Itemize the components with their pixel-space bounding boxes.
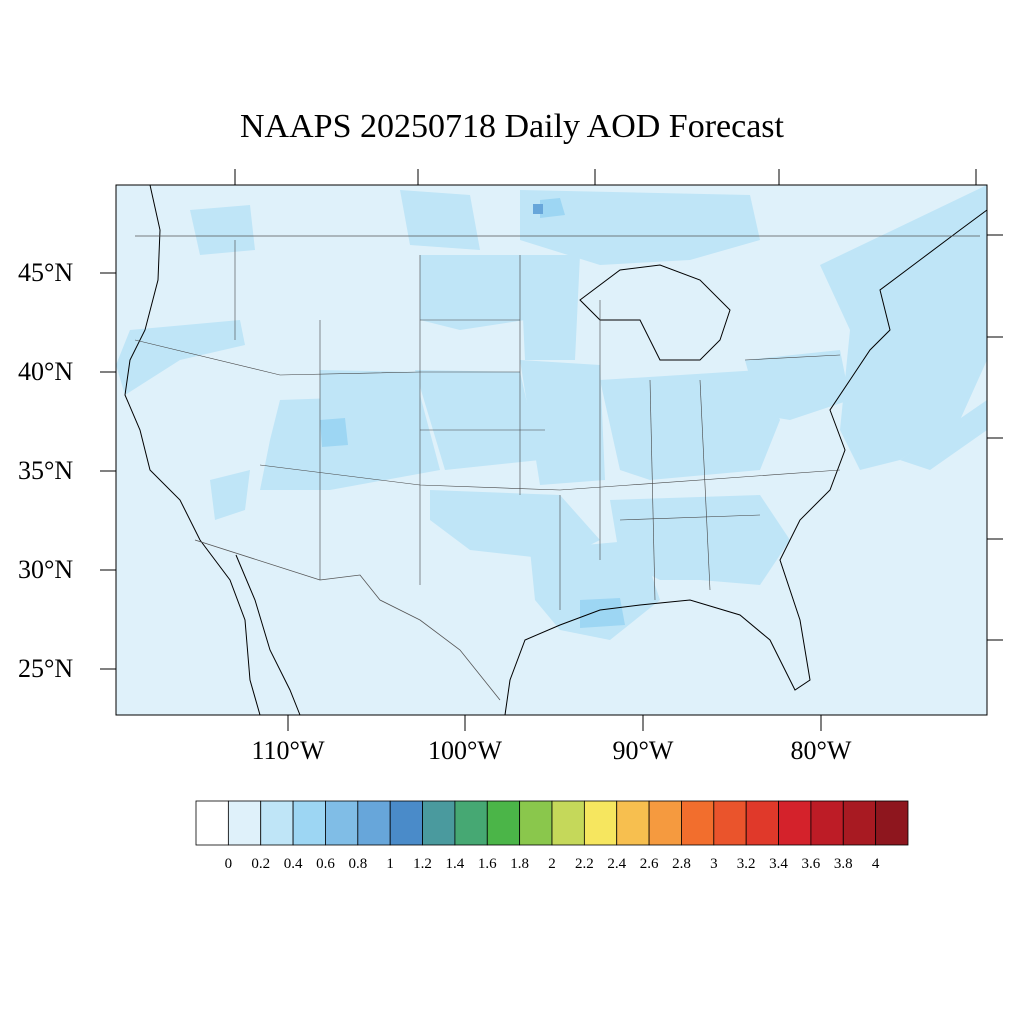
aod-patch-gulf — [530, 540, 660, 640]
lon-label-100: 100°W — [428, 736, 502, 765]
lon-label-90: 90°W — [612, 736, 674, 765]
colorbar-tick-label: 3.4 — [769, 856, 788, 872]
aod-colorbar — [195, 800, 909, 846]
colorbar-swatch-3 — [292, 800, 326, 846]
colorbar-swatch-14 — [648, 800, 682, 846]
lat-label-35: 35°N — [18, 456, 74, 485]
baja-coastline — [235, 554, 301, 716]
lon-label-80: 80°W — [790, 736, 852, 765]
aod-patch-southwest — [210, 470, 250, 520]
aod-patch-superior — [540, 198, 565, 218]
aod-patch-rockies — [260, 395, 440, 490]
aod-patch-northeast — [820, 185, 987, 470]
colorbar-swatch-20 — [842, 800, 877, 846]
colorbar-tick-label: 2.4 — [607, 856, 627, 872]
colorbar-swatch-8 — [454, 800, 488, 846]
colorbar-swatch-21 — [875, 800, 909, 846]
colorbar-swatch-18 — [778, 800, 812, 846]
colorbar-swatch-17 — [745, 800, 779, 846]
colorbar-tick-label: 1.6 — [477, 856, 497, 872]
colorbar-tick-label: 0 — [224, 856, 233, 872]
aod-patch-minnesota — [520, 255, 580, 360]
colorbar-swatch-19 — [810, 800, 844, 846]
colorbar-tick-label: 3.2 — [736, 856, 756, 872]
colorbar-swatch-6 — [389, 800, 423, 846]
colorbar-tick-label: 4 — [871, 856, 880, 872]
colorbar-tick-label: 2.8 — [672, 856, 691, 872]
colorbar-swatch-11 — [551, 800, 585, 846]
colorbar-swatch-12 — [583, 800, 618, 846]
colorbar-tick-label: 1 — [386, 856, 394, 872]
colorbar-swatch-0 — [195, 800, 229, 846]
aod-shading — [116, 185, 987, 640]
atlantic-gulf-coastline — [504, 209, 988, 716]
aod-patch-southeast — [610, 495, 790, 585]
colorbar-swatch-15 — [681, 800, 715, 846]
map-title: NAAPS 20250718 Daily AOD Forecast — [240, 108, 784, 145]
colorbar-tick-label: 0.8 — [348, 856, 368, 872]
lat-label-45: 45°N — [18, 258, 74, 287]
aod-patch-northwest — [190, 205, 255, 255]
aod-patch-midwest — [520, 360, 605, 485]
colorbar-tick-label: 1.4 — [445, 856, 465, 872]
colorbar-tick-label: 0.4 — [283, 856, 303, 872]
colorbar-tick-label: 3.6 — [801, 856, 821, 872]
colorbar-tick-label: 3.8 — [833, 856, 853, 872]
colorbar-swatch-1 — [227, 800, 262, 846]
lat-label-25: 25°N — [18, 654, 74, 683]
pacific-coastline — [124, 184, 261, 716]
colorbar-swatch-7 — [422, 800, 456, 846]
colorbar-tick-label: 1.2 — [413, 856, 432, 872]
aod-patch-canada — [520, 190, 760, 265]
aod-patch-atlantic — [900, 400, 987, 470]
aod-patch-north — [400, 190, 480, 250]
colorbar-tick-label: 3 — [710, 856, 718, 872]
colorbar-tick-label: 2.6 — [639, 856, 659, 872]
aod-shading-moderate — [320, 198, 625, 628]
aod-patch-appalachia — [745, 350, 850, 420]
colorbar-swatch-16 — [713, 800, 747, 846]
colorbar-swatch-10 — [519, 800, 553, 846]
aod-peak — [533, 204, 543, 214]
colorbar-tick-label: 0.6 — [316, 856, 335, 872]
aod-patch-wyoming — [320, 370, 420, 400]
aod-patch-utah — [320, 418, 348, 447]
colorbar-swatch-5 — [357, 800, 391, 846]
map-frame — [115, 184, 988, 716]
aod-patch-louisiana — [580, 598, 625, 628]
aod-patch-west-coast — [116, 320, 245, 395]
colorbar-swatch-9 — [486, 800, 521, 846]
colorbar-swatch-2 — [260, 800, 294, 846]
aod-patch-dakotas — [420, 255, 525, 330]
great-lakes — [579, 264, 731, 361]
colorbar-tick-label: 0.2 — [251, 856, 271, 872]
colorbar-tick-label: 2 — [548, 856, 556, 872]
aod-patch-texas-oklahoma — [430, 490, 600, 560]
colorbar-tick-label: 1.8 — [510, 856, 529, 872]
aod-patch-plains — [415, 370, 540, 470]
colorbar-swatch-4 — [325, 800, 359, 846]
state-borders — [134, 240, 841, 610]
colorbar-tick-label: 2.2 — [574, 856, 594, 872]
lat-label-30: 30°N — [18, 555, 74, 584]
lon-label-110: 110°W — [251, 736, 325, 765]
aod-patch-ohio-valley — [600, 370, 780, 480]
lat-label-40: 40°N — [18, 357, 74, 386]
map-ticks — [100, 169, 1003, 731]
colorbar-swatch-13 — [616, 800, 650, 846]
